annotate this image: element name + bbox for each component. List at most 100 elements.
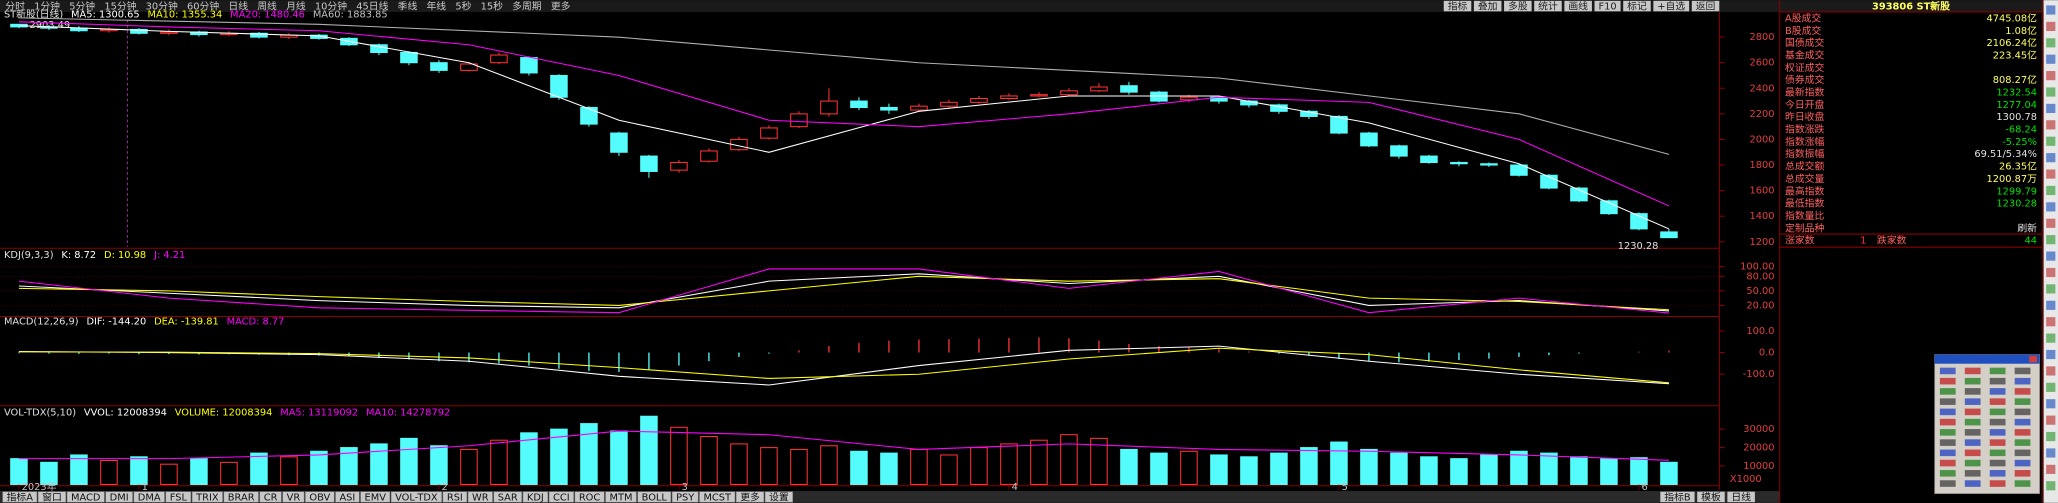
period-tab[interactable]: 更多: [551, 0, 571, 12]
draw-tool-icon[interactable]: [1939, 408, 1956, 416]
tool-button[interactable]: 返回: [1696, 0, 1716, 12]
indicator-tab[interactable]: MCST: [703, 492, 732, 503]
side-tool-icon[interactable]: [2046, 333, 2056, 343]
draw-tool-icon[interactable]: [1939, 439, 1956, 446]
side-tool-icon[interactable]: [2046, 251, 2056, 261]
draw-tool-icon[interactable]: [2014, 439, 2031, 446]
period-tab[interactable]: 年线: [426, 0, 446, 12]
side-tool-icon[interactable]: [2046, 399, 2056, 409]
draw-tool-icon[interactable]: [1989, 398, 2006, 405]
draw-tool-icon[interactable]: [1964, 429, 1981, 436]
side-tool-icon[interactable]: [2046, 169, 2056, 179]
indicator-tab[interactable]: 窗口: [42, 490, 62, 503]
quote-value[interactable]: 刷新: [2017, 221, 2037, 234]
draw-tool-icon[interactable]: [1939, 388, 1956, 395]
draw-tool-icon[interactable]: [1939, 459, 1956, 467]
period-tab[interactable]: 季线: [398, 0, 418, 12]
indicator-tab[interactable]: EMV: [365, 492, 387, 503]
period-tab[interactable]: 60分钟: [187, 0, 219, 12]
template-tab[interactable]: 指标B: [1664, 490, 1691, 503]
draw-tool-icon[interactable]: [1989, 459, 2006, 467]
side-tool-icon[interactable]: [2046, 153, 2056, 163]
side-tool-icon[interactable]: [2046, 284, 2056, 294]
draw-tool-icon[interactable]: [1989, 449, 2006, 457]
draw-tool-icon[interactable]: [1989, 367, 2006, 375]
draw-tool-icon[interactable]: [1964, 439, 1981, 446]
template-tab[interactable]: 日线: [1731, 490, 1751, 503]
draw-tool-icon[interactable]: [2014, 429, 2031, 436]
draw-tool-icon[interactable]: [1964, 367, 1981, 375]
tool-button[interactable]: 画线: [1568, 0, 1588, 12]
draw-tool-icon[interactable]: [1939, 367, 1956, 375]
period-tab[interactable]: 10分钟: [315, 0, 347, 12]
period-tab[interactable]: 日线: [228, 0, 248, 12]
indicator-tab[interactable]: ASI: [339, 492, 355, 503]
indicator-tab[interactable]: TRIX: [195, 492, 219, 503]
draw-tool-icon[interactable]: [1939, 377, 1956, 385]
draw-tool-icon[interactable]: [2014, 367, 2031, 375]
indicator-tab[interactable]: ROC: [579, 492, 601, 503]
side-tool-icon[interactable]: [2046, 366, 2056, 376]
indicator-tab[interactable]: MTM: [609, 492, 632, 503]
draw-tool-icon[interactable]: [2014, 480, 2031, 487]
draw-tool-icon[interactable]: [1939, 418, 1956, 426]
side-tool-icon[interactable]: [2046, 38, 2056, 48]
draw-tool-icon[interactable]: [1989, 439, 2006, 446]
indicator-tab[interactable]: BOLL: [642, 492, 668, 503]
draw-tool-icon[interactable]: [1964, 418, 1981, 426]
side-tool-icon[interactable]: [2046, 120, 2056, 130]
draw-tool-icon[interactable]: [1964, 408, 1981, 416]
indicator-tab[interactable]: SAR: [498, 492, 518, 503]
indicator-tab[interactable]: DMA: [138, 492, 161, 503]
draw-tool-icon[interactable]: [1989, 377, 2006, 385]
draw-tool-icon[interactable]: [1964, 470, 1981, 477]
draw-tool-icon[interactable]: [1964, 388, 1981, 395]
period-tab[interactable]: 15秒: [481, 0, 504, 12]
period-tab[interactable]: 5分钟: [69, 0, 95, 12]
tool-button[interactable]: F10: [1598, 1, 1616, 12]
period-tab[interactable]: 15分钟: [104, 0, 136, 12]
indicator-tab[interactable]: RSI: [447, 492, 463, 503]
draw-tool-icon[interactable]: [1989, 408, 2006, 416]
indicator-tab[interactable]: 更多: [740, 490, 760, 503]
side-tool-icon[interactable]: [2046, 185, 2056, 196]
draw-tool-icon[interactable]: [1939, 470, 1956, 477]
tool-button[interactable]: 标记: [1627, 0, 1647, 12]
tool-button[interactable]: 统计: [1538, 0, 1558, 12]
side-tool-icon[interactable]: [2046, 87, 2056, 97]
indicator-tab[interactable]: CR: [264, 492, 278, 503]
tool-button[interactable]: +自选: [1657, 0, 1685, 12]
tool-button[interactable]: 多股: [1508, 0, 1528, 12]
indicator-tab[interactable]: MACD: [71, 492, 100, 503]
period-tab[interactable]: 45日线: [356, 0, 388, 12]
side-tool-icon[interactable]: [2046, 464, 2056, 474]
draw-tool-icon[interactable]: [1989, 429, 2006, 436]
period-tab[interactable]: 周线: [257, 0, 277, 12]
draw-tool-icon[interactable]: [1964, 459, 1981, 467]
indicator-tab[interactable]: 设置: [769, 491, 789, 503]
side-tool-icon[interactable]: [2046, 136, 2056, 146]
side-tool-icon[interactable]: [2046, 481, 2056, 491]
draw-tool-icon[interactable]: [1964, 377, 1981, 385]
draw-tool-icon[interactable]: [2014, 388, 2031, 395]
side-tool-icon[interactable]: [2046, 431, 2056, 442]
draw-tool-icon[interactable]: [1989, 480, 2006, 487]
draw-tool-icon[interactable]: [2014, 449, 2031, 457]
draw-tool-icon[interactable]: [1939, 398, 1956, 405]
side-tool-icon[interactable]: [2046, 202, 2056, 212]
indicator-tab[interactable]: CCI: [553, 492, 570, 503]
side-tool-icon[interactable]: [2046, 448, 2056, 458]
indicator-tab[interactable]: 指标A: [7, 490, 34, 503]
side-tool-icon[interactable]: [2046, 54, 2056, 64]
side-tool-icon[interactable]: [2046, 415, 2056, 425]
draw-tool-icon[interactable]: [2014, 408, 2031, 416]
toolbox-close[interactable]: [2029, 355, 2037, 363]
side-tool-icon[interactable]: [2046, 300, 2056, 310]
draw-tool-icon[interactable]: [1989, 418, 2006, 426]
draw-tool-icon[interactable]: [1964, 480, 1981, 487]
tool-button[interactable]: 指标: [1448, 0, 1468, 12]
draw-tool-icon[interactable]: [1939, 449, 1956, 457]
side-tool-icon[interactable]: [2046, 267, 2056, 278]
side-tool-icon[interactable]: [2046, 5, 2056, 15]
indicator-tab[interactable]: KDJ: [527, 492, 544, 503]
